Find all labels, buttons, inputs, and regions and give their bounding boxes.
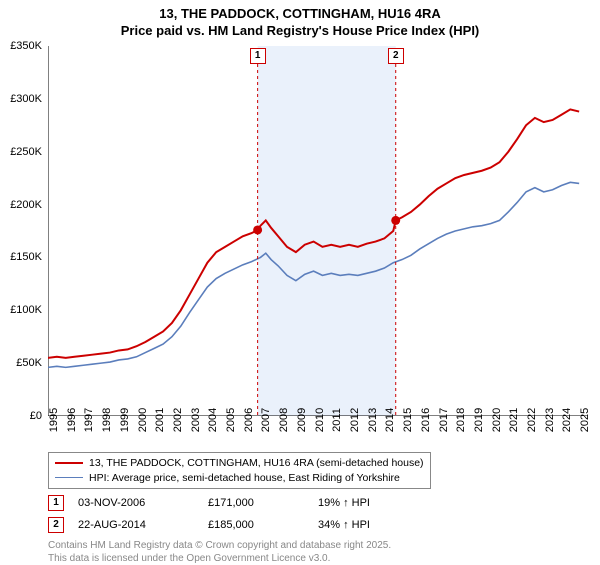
legend-label: HPI: Average price, semi-detached house,… xyxy=(89,472,400,484)
sale-number-box: 1 xyxy=(48,495,64,511)
chart-title: 13, THE PADDOCK, COTTINGHAM, HU16 4RA Pr… xyxy=(0,0,600,40)
x-tick-label: 2019 xyxy=(473,408,485,432)
x-tick-label: 2008 xyxy=(278,408,290,432)
x-tick-label: 2005 xyxy=(225,408,237,432)
x-tick-label: 2014 xyxy=(384,408,396,432)
y-tick-label: £150K xyxy=(10,251,42,263)
sale-row: 2 22-AUG-2014£185,00034% ↑ HPI xyxy=(48,517,588,533)
x-tick-label: 2004 xyxy=(207,408,219,432)
sale-hpi: 34% ↑ HPI xyxy=(318,519,418,531)
x-tick-label: 2012 xyxy=(349,408,361,432)
x-tick-label: 2003 xyxy=(190,408,202,432)
x-tick-label: 2022 xyxy=(526,408,538,432)
x-tick-label: 2001 xyxy=(154,408,166,432)
chart-footer: 13, THE PADDOCK, COTTINGHAM, HU16 4RA (s… xyxy=(48,452,588,565)
x-tick-label: 1999 xyxy=(119,408,131,432)
legend-swatch xyxy=(55,462,83,464)
chart-svg xyxy=(48,46,588,416)
chart-container: 13, THE PADDOCK, COTTINGHAM, HU16 4RA Pr… xyxy=(0,0,600,560)
x-tick-label: 2006 xyxy=(243,408,255,432)
x-tick-label: 2017 xyxy=(438,408,450,432)
x-tick-label: 1995 xyxy=(48,408,60,432)
legend-item: HPI: Average price, semi-detached house,… xyxy=(55,471,424,486)
y-tick-label: £0 xyxy=(30,410,42,422)
legend-label: 13, THE PADDOCK, COTTINGHAM, HU16 4RA (s… xyxy=(89,457,424,469)
x-tick-label: 2021 xyxy=(508,408,520,432)
legend: 13, THE PADDOCK, COTTINGHAM, HU16 4RA (s… xyxy=(48,452,431,489)
x-tick-label: 2010 xyxy=(314,408,326,432)
legend-item: 13, THE PADDOCK, COTTINGHAM, HU16 4RA (s… xyxy=(55,456,424,471)
sale-price: £171,000 xyxy=(208,497,318,509)
x-tick-label: 2025 xyxy=(579,408,591,432)
sale-hpi: 19% ↑ HPI xyxy=(318,497,418,509)
y-tick-label: £100K xyxy=(10,304,42,316)
sale-price: £185,000 xyxy=(208,519,318,531)
y-tick-label: £250K xyxy=(10,146,42,158)
x-tick-label: 1998 xyxy=(101,408,113,432)
chart-area: £0£50K£100K£150K£200K£250K£300K£350K1995… xyxy=(48,46,588,416)
sales-list: 1 03-NOV-2006£171,00019% ↑ HPI 2 22-AUG-201… xyxy=(48,495,588,533)
y-tick-label: £350K xyxy=(10,40,42,52)
x-tick-label: 2013 xyxy=(367,408,379,432)
y-tick-label: £300K xyxy=(10,93,42,105)
sale-marker: 2 xyxy=(388,48,404,64)
sale-number-box: 2 xyxy=(48,517,64,533)
legend-swatch xyxy=(55,477,83,478)
x-tick-label: 2024 xyxy=(561,408,573,432)
y-tick-label: £50K xyxy=(16,357,42,369)
x-tick-label: 2023 xyxy=(544,408,556,432)
sale-date: 22-AUG-2014 xyxy=(78,519,208,531)
x-tick-label: 2002 xyxy=(172,408,184,432)
x-tick-label: 2018 xyxy=(455,408,467,432)
sale-date: 03-NOV-2006 xyxy=(78,497,208,509)
x-tick-label: 1997 xyxy=(83,408,95,432)
x-tick-label: 2011 xyxy=(331,408,343,432)
x-tick-label: 2015 xyxy=(402,408,414,432)
x-tick-label: 1996 xyxy=(66,408,78,432)
y-tick-label: £200K xyxy=(10,199,42,211)
sale-row: 1 03-NOV-2006£171,00019% ↑ HPI xyxy=(48,495,588,511)
title-line-1: 13, THE PADDOCK, COTTINGHAM, HU16 4RA xyxy=(159,6,440,21)
x-tick-label: 2007 xyxy=(260,408,272,432)
title-line-2: Price paid vs. HM Land Registry's House … xyxy=(121,23,480,38)
credits-line-1: Contains HM Land Registry data © Crown c… xyxy=(48,540,391,551)
credits-line-2: This data is licensed under the Open Gov… xyxy=(48,553,330,564)
x-tick-label: 2009 xyxy=(296,408,308,432)
credits: Contains HM Land Registry data © Crown c… xyxy=(48,539,588,565)
x-tick-label: 2020 xyxy=(491,408,503,432)
x-tick-label: 2016 xyxy=(420,408,432,432)
sale-marker: 1 xyxy=(250,48,266,64)
x-tick-label: 2000 xyxy=(137,408,149,432)
